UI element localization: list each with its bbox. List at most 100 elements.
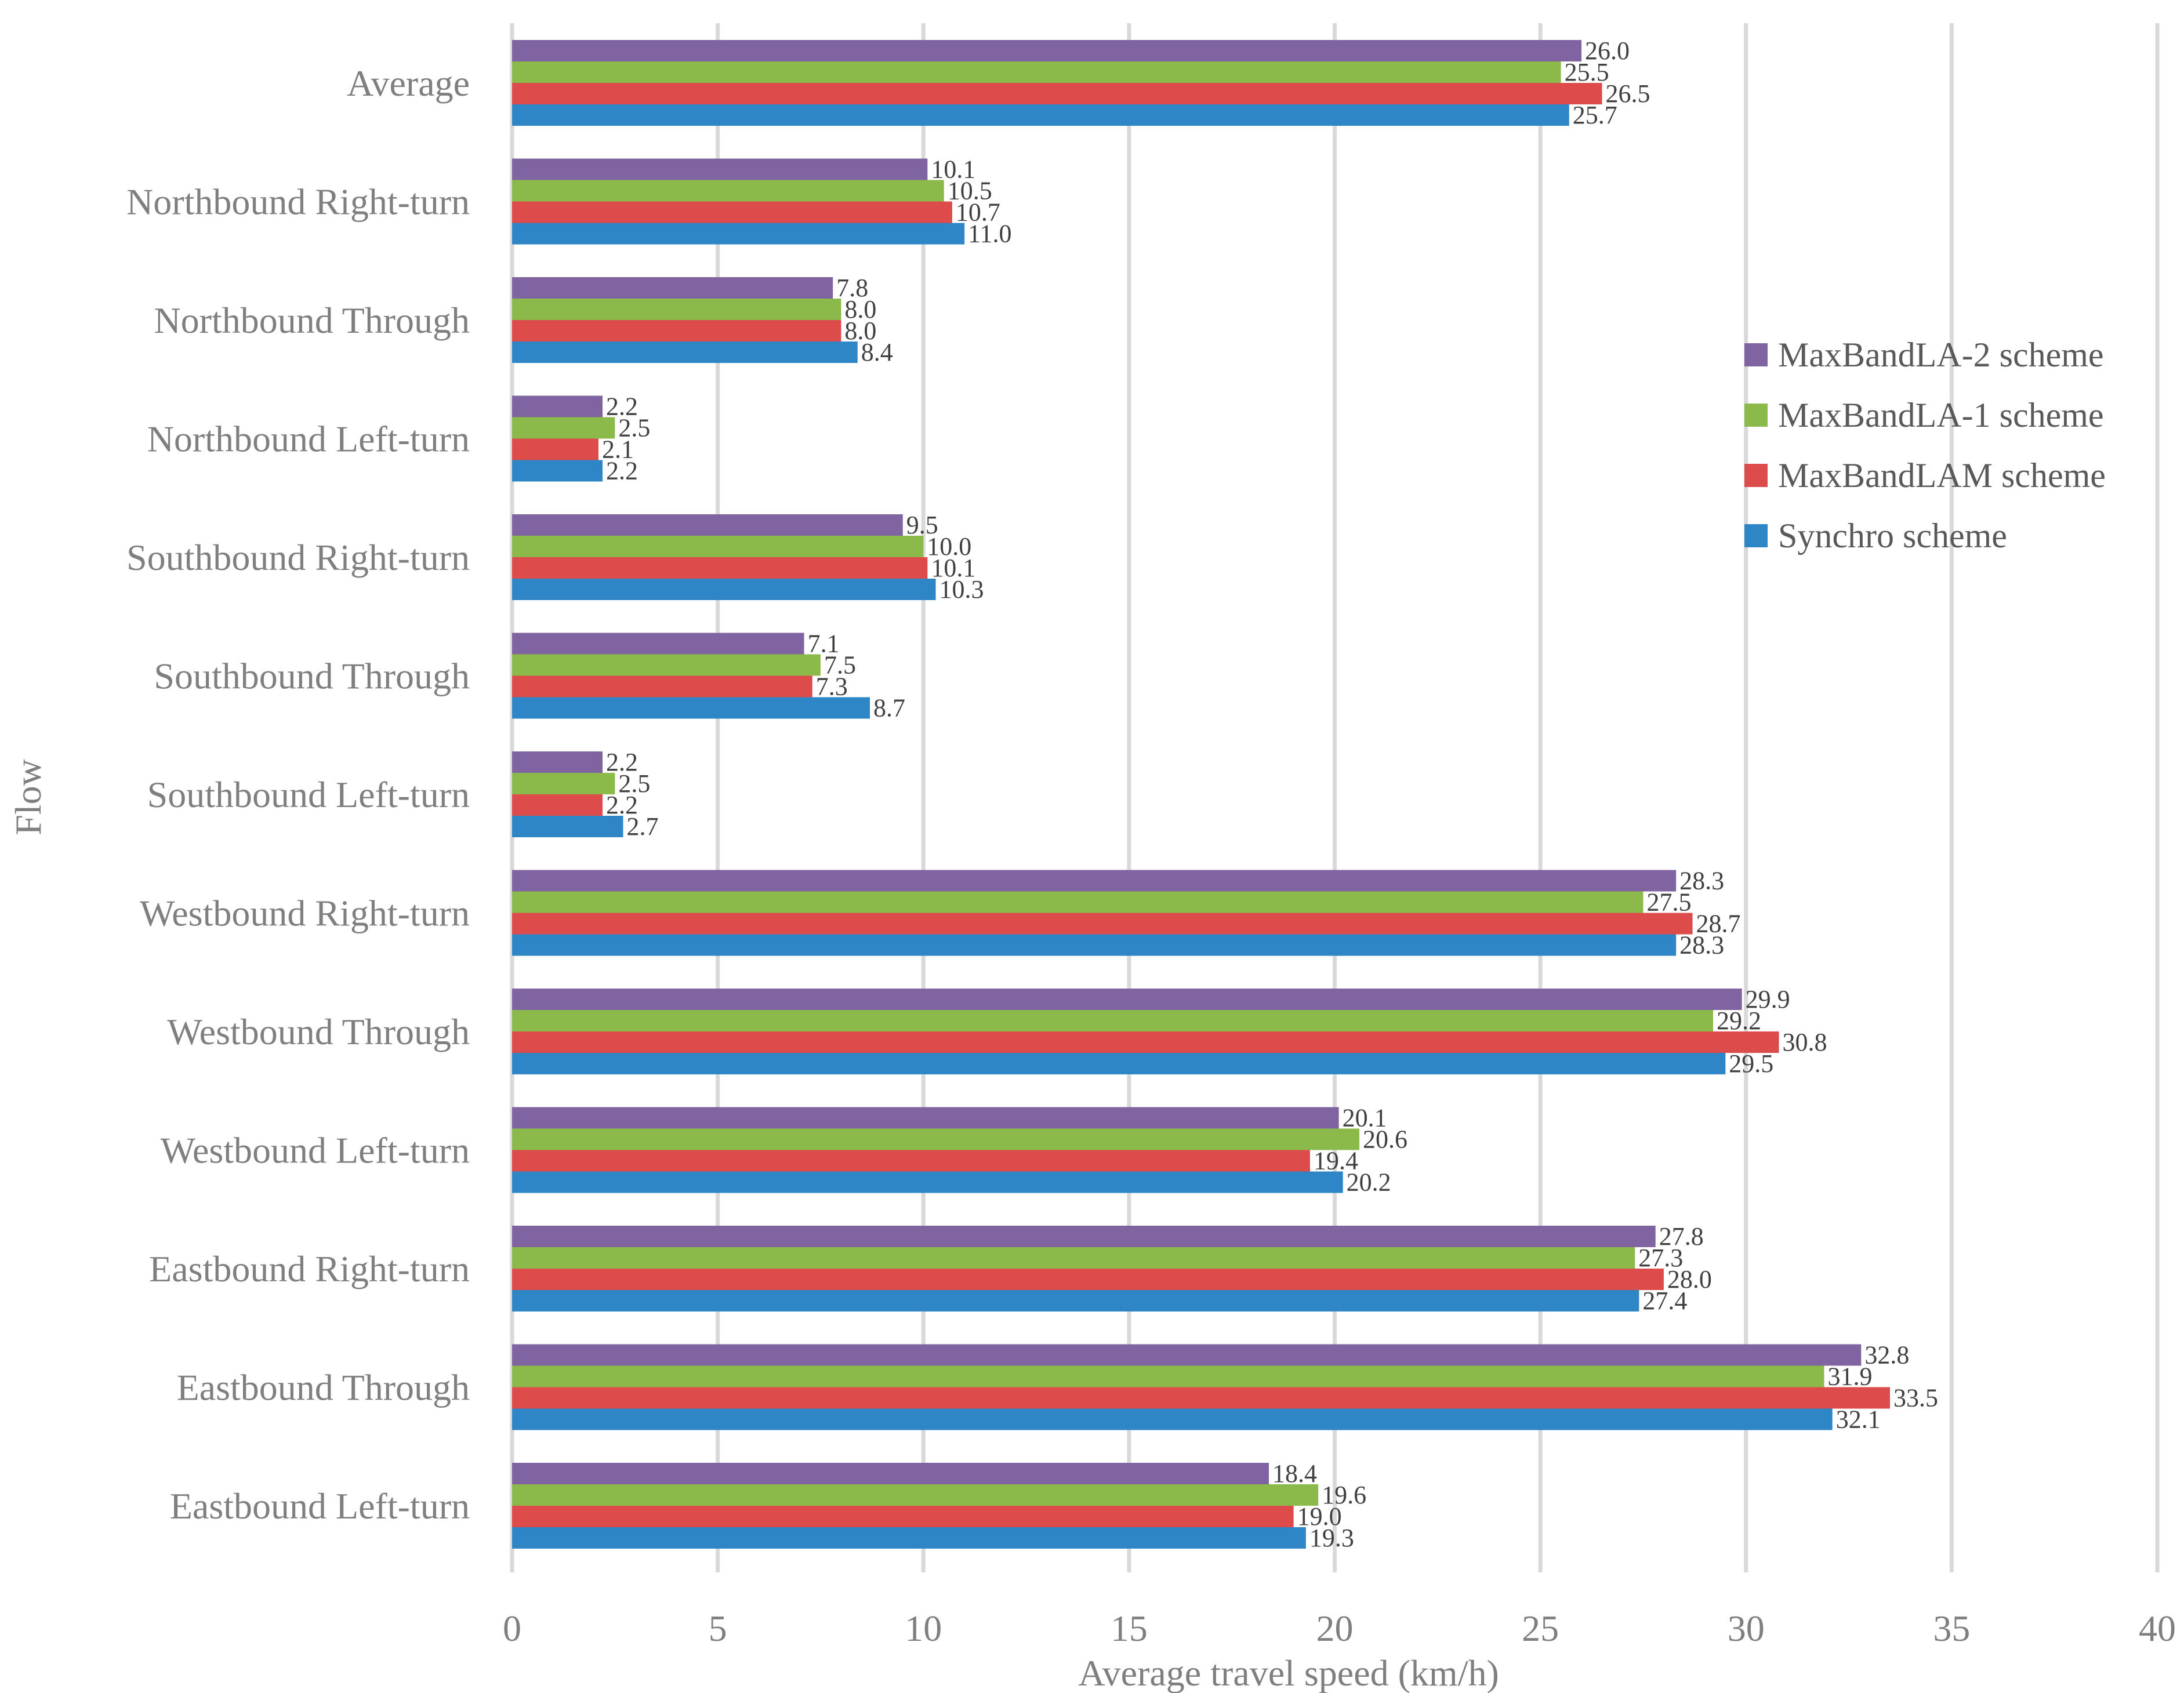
bar: [512, 83, 1602, 104]
bar: [512, 1107, 1339, 1129]
data-label: 18.4: [1272, 1459, 1317, 1488]
bar: [512, 299, 841, 320]
bar: [512, 460, 603, 482]
data-label: 7.3: [816, 673, 848, 701]
bar: [512, 514, 903, 536]
bar: [512, 1226, 1656, 1247]
y-category-label: Westbound Left-turn: [161, 1130, 470, 1171]
legend-swatch: [1744, 464, 1768, 487]
y-category-label: Eastbound Through: [177, 1367, 470, 1408]
bar: [512, 1247, 1635, 1269]
bar: [512, 870, 1677, 892]
bar: [512, 1463, 1269, 1484]
bar: [512, 417, 615, 439]
data-label: 2.1: [602, 435, 634, 464]
data-label: 28.3: [1679, 931, 1724, 960]
bar: [512, 1527, 1306, 1549]
bar: [512, 557, 928, 579]
data-label: 2.5: [618, 414, 650, 442]
data-label: 33.5: [1893, 1384, 1938, 1412]
x-axis-ticks: 0 5 10 15 20 25 30 35 40: [503, 1608, 2176, 1649]
data-label: 10.5: [948, 177, 992, 205]
bar: [512, 1365, 1824, 1387]
data-label: 7.5: [824, 651, 856, 680]
data-label: 10.0: [927, 532, 971, 561]
data-label: 8.4: [861, 338, 893, 366]
bar: [512, 989, 1742, 1010]
bar: [512, 773, 615, 794]
y-axis-category-labels: Average Northbound Right-turn Northbound T…: [126, 63, 470, 1527]
bar: [512, 1010, 1714, 1031]
bar: [512, 1150, 1310, 1172]
data-label: 29.2: [1717, 1007, 1761, 1035]
y-category-label: Northbound Through: [154, 300, 470, 341]
bars: [512, 40, 1890, 1549]
data-labels: 26.025.526.525.710.110.510.711.07.88.08.…: [602, 37, 1938, 1552]
data-label: 7.1: [808, 630, 840, 658]
gridlines: [510, 23, 2160, 1572]
bar: [512, 1031, 1779, 1053]
x-tick-label: 5: [709, 1608, 727, 1649]
y-category-label: Average: [347, 63, 470, 104]
bar: [512, 1506, 1294, 1527]
data-label: 2.2: [606, 791, 638, 819]
x-tick-label: 40: [2139, 1608, 2176, 1649]
bar: [512, 180, 944, 202]
data-label: 26.5: [1606, 79, 1650, 108]
data-label: 32.8: [1864, 1341, 1909, 1369]
data-label: 8.0: [844, 295, 876, 324]
data-label: 10.1: [931, 155, 975, 184]
data-label: 19.0: [1297, 1502, 1342, 1531]
data-label: 2.5: [618, 769, 650, 798]
data-label: 19.4: [1314, 1147, 1358, 1175]
data-label: 10.7: [956, 198, 1000, 227]
data-label: 19.6: [1322, 1481, 1366, 1509]
y-category-label: Southbound Through: [154, 656, 470, 697]
data-label: 19.3: [1309, 1524, 1354, 1552]
bar: [512, 395, 603, 417]
data-label: 28.3: [1679, 867, 1724, 895]
bar: [512, 934, 1677, 956]
bar: [512, 816, 623, 837]
data-label: 31.9: [1828, 1363, 1873, 1391]
data-label: 10.3: [939, 575, 984, 604]
bar: [512, 438, 598, 460]
y-category-label: Westbound Right-turn: [140, 893, 470, 934]
legend-swatch: [1744, 404, 1768, 427]
bar: [512, 697, 870, 719]
bar: [512, 794, 603, 816]
bar: [512, 536, 924, 557]
bar: [512, 1344, 1862, 1366]
data-label: 9.5: [906, 511, 938, 539]
x-tick-label: 35: [1933, 1608, 1970, 1649]
data-label: 28.0: [1667, 1265, 1712, 1294]
bar: [512, 277, 833, 299]
legend: MaxBandLA-2 scheme MaxBandLA-1 scheme MaxB…: [1744, 336, 2106, 555]
x-tick-label: 0: [503, 1608, 521, 1649]
y-category-label: Southbound Left-turn: [147, 774, 470, 815]
data-label: 2.2: [606, 457, 638, 485]
bar: [512, 913, 1693, 935]
data-label: 27.8: [1659, 1222, 1704, 1251]
bar: [512, 579, 936, 600]
bar: [512, 61, 1561, 83]
bar: [512, 1290, 1639, 1311]
legend-swatch: [1744, 524, 1768, 547]
y-category-label: Eastbound Right-turn: [149, 1248, 470, 1289]
bar: [512, 633, 804, 655]
x-tick-label: 20: [1316, 1608, 1354, 1649]
data-label: 2.2: [606, 748, 638, 776]
bar: [512, 1484, 1319, 1506]
data-label: 27.4: [1642, 1287, 1687, 1315]
data-label: 27.3: [1638, 1244, 1683, 1272]
legend-label: MaxBandLA-1 scheme: [1778, 396, 2104, 434]
data-label: 25.7: [1573, 101, 1617, 129]
y-category-label: Northbound Left-turn: [147, 419, 470, 460]
data-label: 28.7: [1696, 910, 1741, 938]
legend-swatch: [1744, 343, 1768, 366]
x-axis-title: Average travel speed (km/h): [1078, 1652, 1499, 1693]
data-label: 30.8: [1782, 1028, 1827, 1056]
data-label: 7.8: [836, 274, 868, 302]
bar: [512, 341, 858, 363]
